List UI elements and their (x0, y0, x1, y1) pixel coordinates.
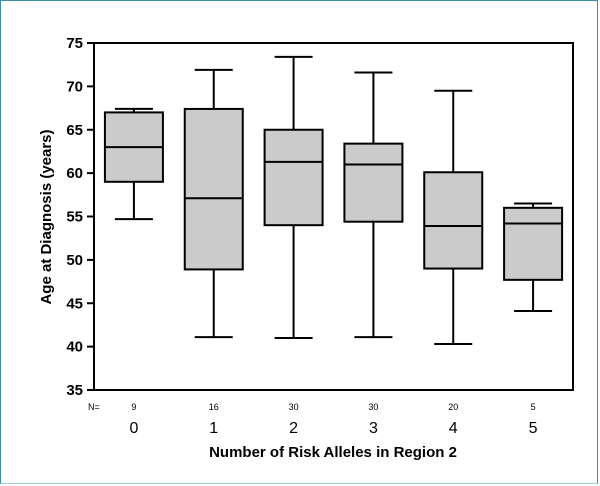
y-tick-label: 55 (66, 209, 83, 226)
y-tick-label: 40 (66, 339, 83, 356)
y-tick-label: 70 (66, 78, 83, 95)
y-tick-label: 35 (66, 382, 83, 399)
n-label: N= (88, 402, 100, 412)
x-axis-title: Number of Risk Alleles in Region 2 (209, 444, 457, 461)
n-count-label: 30 (289, 402, 299, 412)
x-category-label: 2 (289, 420, 298, 437)
box-plot-series (103, 55, 564, 346)
y-tick-label: 50 (66, 252, 83, 269)
box-iqr (343, 142, 404, 223)
y-tick-label: 60 (66, 165, 83, 182)
box-iqr (503, 206, 564, 281)
box-iqr (183, 107, 244, 271)
plot-area-frame (93, 42, 574, 391)
y-axis-ticks: 35 40 45 50 55 60 65 70 75 (66, 35, 94, 399)
n-count-label: 30 (368, 402, 378, 412)
n-count-label: 5 (531, 402, 536, 412)
x-category-label: 0 (129, 420, 138, 437)
box-iqr (263, 128, 324, 227)
x-category-label: 1 (209, 420, 218, 437)
n-count-label: 9 (131, 402, 136, 412)
x-category-label: 4 (449, 420, 458, 437)
x-category-label: 3 (369, 420, 378, 437)
y-axis-title: Age at Diagnosis (years) (38, 129, 55, 304)
n-count-label: 20 (448, 402, 458, 412)
y-tick-label: 65 (66, 122, 83, 139)
x-category-label: 5 (529, 420, 538, 437)
y-tick-label: 45 (66, 295, 83, 312)
y-tick-label: 75 (66, 35, 83, 52)
x-axis-labels: 9 0 16 1 30 2 30 3 20 4 5 5 (129, 402, 537, 437)
box-iqr (423, 171, 484, 270)
n-count-label: 16 (209, 402, 219, 412)
